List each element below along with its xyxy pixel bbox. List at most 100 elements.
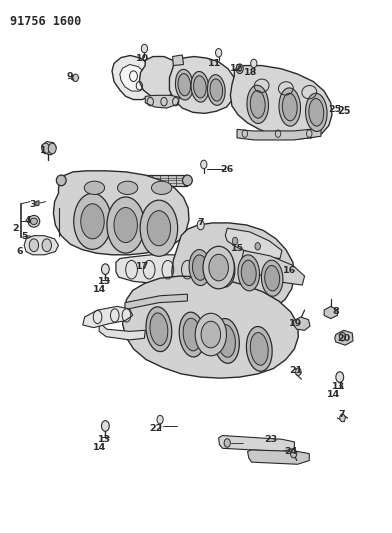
Ellipse shape — [147, 211, 171, 246]
Text: 17: 17 — [136, 262, 149, 271]
Text: 7: 7 — [338, 410, 345, 419]
Polygon shape — [145, 95, 180, 108]
Text: 18: 18 — [244, 68, 258, 77]
Text: 11: 11 — [208, 59, 221, 68]
Text: 4: 4 — [25, 216, 31, 225]
Polygon shape — [83, 306, 133, 328]
Polygon shape — [112, 55, 157, 100]
Circle shape — [238, 66, 242, 71]
Ellipse shape — [207, 75, 225, 106]
Polygon shape — [169, 56, 236, 114]
Circle shape — [102, 264, 109, 274]
Circle shape — [102, 421, 109, 431]
Ellipse shape — [218, 325, 236, 357]
Ellipse shape — [261, 260, 283, 296]
Text: 25: 25 — [328, 105, 341, 114]
Polygon shape — [24, 236, 58, 255]
Polygon shape — [219, 435, 294, 451]
Circle shape — [216, 49, 222, 57]
Ellipse shape — [241, 260, 256, 286]
Text: 22: 22 — [149, 424, 163, 433]
Text: 16: 16 — [283, 266, 296, 275]
Ellipse shape — [194, 76, 206, 98]
Circle shape — [197, 220, 204, 230]
Polygon shape — [123, 276, 298, 378]
Polygon shape — [61, 175, 187, 185]
Text: 2: 2 — [12, 224, 19, 233]
Text: 24: 24 — [284, 447, 297, 456]
Text: 7: 7 — [198, 219, 204, 228]
Ellipse shape — [150, 313, 168, 345]
Circle shape — [201, 160, 207, 168]
Polygon shape — [294, 317, 310, 330]
Circle shape — [251, 59, 257, 68]
Polygon shape — [125, 294, 187, 310]
Circle shape — [42, 239, 51, 252]
Ellipse shape — [179, 312, 205, 357]
Text: 15: 15 — [230, 245, 243, 254]
Ellipse shape — [247, 327, 272, 372]
Ellipse shape — [28, 215, 40, 227]
Text: 12: 12 — [230, 64, 244, 73]
Ellipse shape — [210, 79, 223, 101]
Polygon shape — [230, 66, 332, 139]
Circle shape — [203, 246, 234, 289]
Ellipse shape — [247, 85, 269, 124]
Ellipse shape — [107, 197, 144, 253]
Text: 3: 3 — [29, 200, 36, 209]
Ellipse shape — [118, 181, 138, 195]
Circle shape — [48, 143, 56, 154]
Circle shape — [224, 439, 230, 447]
Text: 13: 13 — [98, 435, 111, 444]
Ellipse shape — [178, 74, 191, 96]
Polygon shape — [248, 450, 309, 464]
Polygon shape — [335, 330, 353, 345]
Text: 10: 10 — [136, 54, 149, 62]
Polygon shape — [120, 64, 147, 91]
Ellipse shape — [192, 255, 207, 280]
Ellipse shape — [74, 193, 111, 249]
Circle shape — [209, 254, 229, 281]
Circle shape — [236, 64, 243, 74]
Polygon shape — [172, 223, 294, 316]
Polygon shape — [172, 55, 183, 66]
Circle shape — [232, 237, 238, 245]
Polygon shape — [42, 142, 56, 155]
Ellipse shape — [214, 319, 240, 364]
Ellipse shape — [213, 251, 235, 287]
Ellipse shape — [189, 249, 211, 286]
Text: 8: 8 — [332, 307, 339, 316]
Ellipse shape — [191, 71, 209, 102]
Ellipse shape — [305, 93, 327, 132]
Ellipse shape — [265, 265, 279, 291]
Circle shape — [195, 313, 227, 356]
Text: 25: 25 — [338, 106, 351, 116]
Polygon shape — [99, 322, 145, 340]
Ellipse shape — [250, 91, 265, 118]
Text: 9: 9 — [67, 71, 74, 80]
Circle shape — [141, 44, 147, 53]
Ellipse shape — [114, 207, 138, 243]
Text: 26: 26 — [220, 165, 233, 174]
Text: 21: 21 — [289, 366, 302, 375]
Polygon shape — [116, 255, 208, 284]
Text: 1: 1 — [40, 146, 46, 155]
Polygon shape — [29, 236, 37, 241]
Text: 23: 23 — [265, 435, 278, 444]
Ellipse shape — [175, 69, 193, 100]
Polygon shape — [242, 251, 305, 285]
Text: 14: 14 — [93, 443, 106, 452]
Circle shape — [73, 74, 78, 82]
Polygon shape — [53, 171, 189, 255]
Circle shape — [296, 368, 301, 375]
Circle shape — [29, 239, 38, 252]
Polygon shape — [140, 56, 181, 98]
Circle shape — [339, 333, 346, 341]
Text: 14: 14 — [327, 390, 340, 399]
Text: 20: 20 — [337, 334, 350, 343]
Ellipse shape — [217, 256, 232, 282]
Text: 91756 1600: 91756 1600 — [11, 15, 82, 28]
Polygon shape — [324, 306, 338, 319]
Circle shape — [255, 243, 260, 250]
Ellipse shape — [183, 175, 192, 185]
